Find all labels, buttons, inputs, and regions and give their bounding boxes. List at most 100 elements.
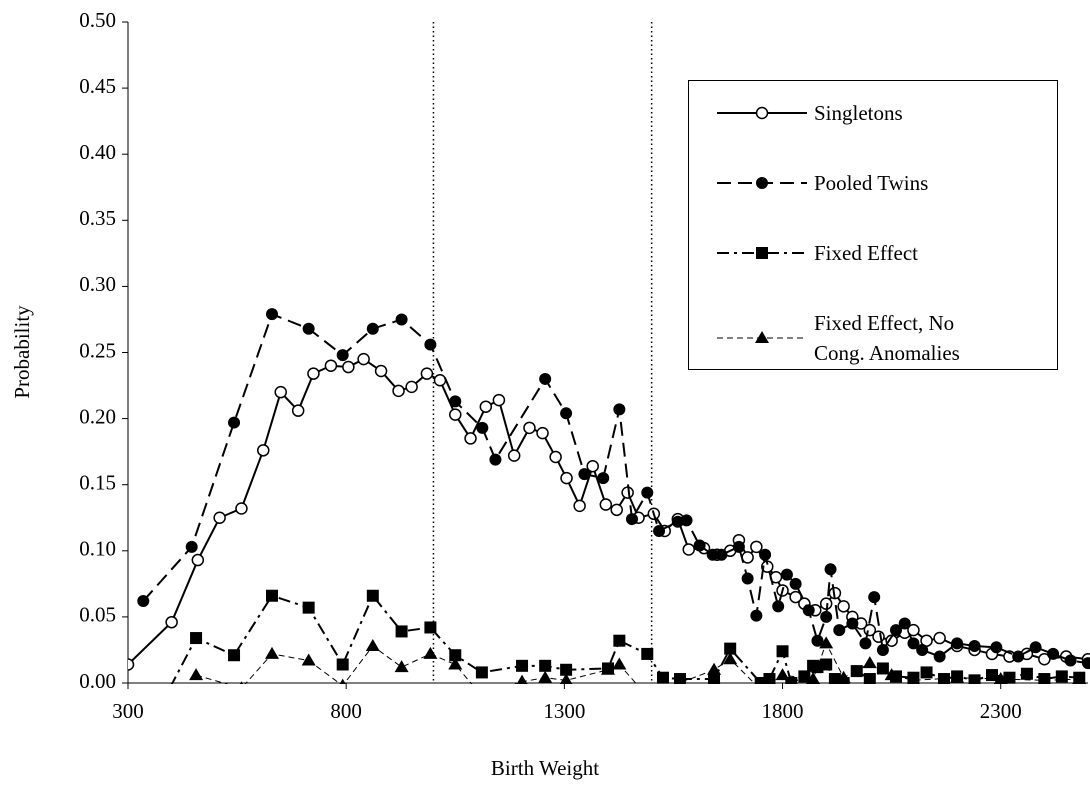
marker: [450, 409, 461, 420]
y-tick-label: 0.15: [79, 471, 116, 495]
marker: [395, 660, 409, 672]
marker: [539, 660, 551, 672]
marker: [337, 658, 349, 670]
marker: [838, 601, 849, 612]
marker: [574, 500, 585, 511]
marker: [137, 595, 149, 607]
marker: [489, 454, 501, 466]
legend-swatch: [689, 233, 809, 273]
marker: [396, 313, 408, 325]
marker: [597, 472, 609, 484]
legend-swatch: [689, 93, 809, 133]
marker: [864, 673, 876, 685]
marker: [424, 621, 436, 633]
marker: [742, 573, 754, 585]
marker: [393, 385, 404, 396]
marker: [613, 403, 625, 415]
marker: [641, 487, 653, 499]
marker: [757, 108, 768, 119]
legend-swatch: [689, 318, 809, 358]
marker: [916, 644, 928, 656]
marker: [480, 401, 491, 412]
marker: [421, 368, 432, 379]
marker: [715, 549, 727, 561]
marker: [337, 349, 349, 361]
marker: [308, 368, 319, 379]
marker: [751, 541, 762, 552]
marker: [396, 625, 408, 637]
marker: [921, 666, 933, 678]
marker: [640, 689, 654, 701]
marker: [190, 632, 202, 644]
marker: [877, 644, 889, 656]
marker: [899, 618, 911, 630]
marker: [653, 525, 665, 537]
marker: [214, 512, 225, 523]
marker: [465, 433, 476, 444]
marker: [266, 308, 278, 320]
marker: [846, 618, 858, 630]
marker: [367, 323, 379, 335]
marker: [1047, 648, 1059, 660]
x-tick-label: 1300: [543, 699, 585, 723]
marker: [803, 604, 815, 616]
marker: [192, 555, 203, 566]
marker: [325, 360, 336, 371]
marker: [475, 689, 489, 701]
marker: [153, 703, 165, 715]
x-tick-label: 2300: [980, 699, 1022, 723]
marker: [538, 671, 552, 683]
y-axis-label: Probability: [10, 305, 34, 399]
marker: [790, 578, 802, 590]
marker: [694, 540, 706, 552]
marker: [509, 450, 520, 461]
marker: [759, 549, 771, 561]
legend-label: Pooled Twins: [814, 168, 1004, 198]
y-tick-label: 0.50: [79, 8, 116, 32]
marker: [859, 637, 871, 649]
marker: [707, 663, 721, 675]
marker: [1065, 655, 1077, 667]
marker: [772, 600, 784, 612]
legend-item: Pooled Twins: [689, 163, 1059, 233]
y-tick-label: 0.10: [79, 537, 116, 561]
marker: [336, 679, 350, 691]
marker: [820, 611, 832, 623]
y-tick-label: 0.40: [79, 140, 116, 164]
marker: [275, 387, 286, 398]
marker: [776, 668, 790, 680]
marker: [343, 362, 354, 373]
marker: [863, 656, 877, 668]
x-tick-label: 800: [330, 699, 362, 723]
x-axis-label: Birth Weight: [491, 756, 599, 780]
marker: [873, 631, 884, 642]
marker: [228, 417, 240, 429]
marker: [578, 468, 590, 480]
marker: [613, 635, 625, 647]
marker: [524, 422, 535, 433]
marker: [265, 647, 279, 659]
legend-item: Fixed Effect: [689, 233, 1059, 303]
marker: [424, 339, 436, 351]
marker: [833, 624, 845, 636]
marker: [626, 513, 638, 525]
legend-item: Singletons: [689, 93, 1059, 163]
marker: [851, 665, 863, 677]
marker: [681, 514, 693, 526]
marker: [781, 569, 793, 581]
marker: [754, 683, 768, 695]
marker: [755, 331, 769, 343]
y-tick-label: 0.25: [79, 338, 116, 362]
legend-label: Singletons: [814, 98, 1004, 128]
marker: [587, 461, 598, 472]
y-tick-label: 0.45: [79, 74, 116, 98]
marker: [550, 451, 561, 462]
legend-item: Fixed Effect, No Cong. Anomalies: [689, 303, 1059, 373]
marker: [708, 673, 720, 685]
marker: [516, 660, 528, 672]
marker: [612, 657, 626, 669]
marker: [303, 323, 315, 335]
marker: [1056, 670, 1068, 682]
marker: [733, 541, 745, 553]
